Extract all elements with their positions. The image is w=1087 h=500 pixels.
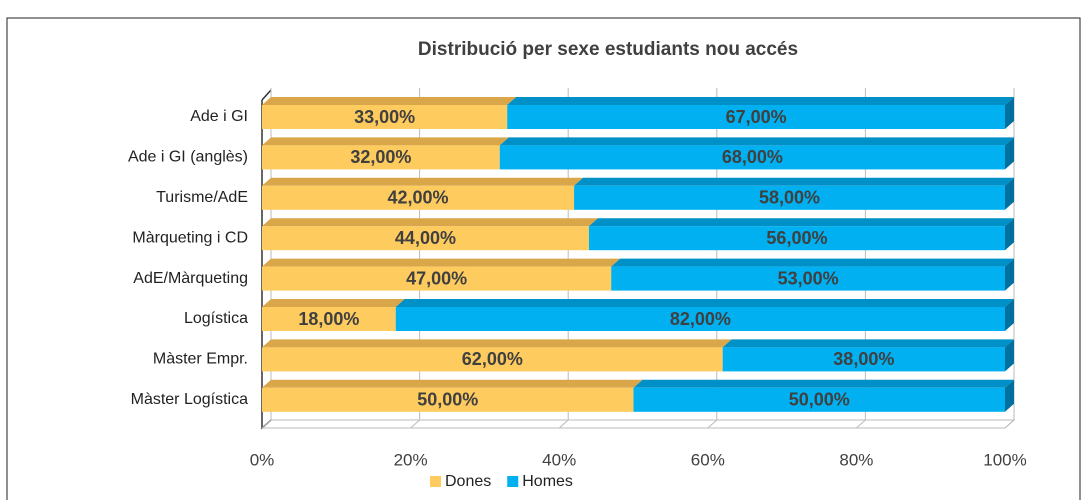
y-tick-label: Màster Logística xyxy=(131,391,248,408)
bar xyxy=(574,185,1005,210)
bar xyxy=(262,347,723,372)
y-tick-label: Logística xyxy=(184,310,248,327)
bar-side xyxy=(1005,258,1014,291)
bar-side xyxy=(1005,339,1014,372)
bar-side xyxy=(1005,218,1014,251)
bar-side xyxy=(1005,299,1014,331)
legend-label: Dones xyxy=(445,473,491,490)
legend-swatch xyxy=(507,476,519,487)
bar xyxy=(262,105,508,129)
x-tick-label: 0% xyxy=(250,450,275,469)
value-label: 32,00% xyxy=(350,147,411,167)
bar-top xyxy=(499,137,1014,146)
legend-label: Homes xyxy=(522,473,573,490)
bar xyxy=(262,226,589,251)
x-tick-label: 60% xyxy=(691,450,725,469)
value-label: 33,00% xyxy=(354,107,415,127)
bar xyxy=(262,266,612,291)
bar-top xyxy=(262,339,732,348)
bar-top xyxy=(588,218,1014,227)
y-tick-label: Màrqueting i CD xyxy=(132,229,248,246)
x-tick-label: 40% xyxy=(542,450,576,469)
bar-top xyxy=(395,299,1014,307)
bar-top xyxy=(262,258,621,267)
bar-top xyxy=(262,379,643,388)
value-label: 53,00% xyxy=(778,268,839,288)
value-label: 56,00% xyxy=(766,228,827,248)
y-tick-label: Turisme/AdE xyxy=(156,189,248,206)
bar xyxy=(262,307,396,331)
bar-top xyxy=(262,177,584,186)
bar xyxy=(633,387,1005,412)
bar-side xyxy=(1005,177,1014,210)
bar-top xyxy=(262,299,405,307)
bar-top xyxy=(722,339,1014,348)
bar-top xyxy=(262,97,517,105)
value-label: 62,00% xyxy=(462,349,523,369)
value-label: 82,00% xyxy=(670,309,731,329)
value-label: 58,00% xyxy=(759,188,820,208)
bar-top xyxy=(262,218,598,227)
value-label: 50,00% xyxy=(789,390,850,410)
bar xyxy=(499,145,1005,170)
value-label: 38,00% xyxy=(833,349,894,369)
value-label: 42,00% xyxy=(387,188,448,208)
chart-title: Distribució per sexe estudiants nou accé… xyxy=(418,39,798,60)
y-tick-label: AdE/Màrqueting xyxy=(133,270,248,287)
bar-side xyxy=(1005,137,1014,170)
bar-top xyxy=(507,97,1014,105)
y-tick-label: Ade i GI xyxy=(190,108,248,125)
bar xyxy=(395,307,1005,331)
value-label: 67,00% xyxy=(726,107,787,127)
bar xyxy=(262,185,575,210)
bar xyxy=(588,226,1005,251)
bar-top xyxy=(611,258,1014,267)
bar xyxy=(722,347,1005,372)
value-label: 18,00% xyxy=(298,309,359,329)
bar xyxy=(611,266,1005,291)
x-tick-label: 80% xyxy=(839,450,873,469)
bar xyxy=(262,387,634,412)
bar-side xyxy=(1005,97,1014,129)
bar xyxy=(262,145,500,170)
x-tick-label: 100% xyxy=(983,450,1026,469)
value-label: 47,00% xyxy=(406,268,467,288)
bar-top xyxy=(633,379,1014,388)
value-label: 68,00% xyxy=(722,147,783,167)
bar-top xyxy=(574,177,1014,186)
x-tick-label: 20% xyxy=(394,450,428,469)
value-label: 50,00% xyxy=(417,390,478,410)
y-tick-label: Màster Empr. xyxy=(153,351,248,368)
value-label: 44,00% xyxy=(395,228,456,248)
y-tick-label: Ade i GI (anglès) xyxy=(128,149,248,166)
bar xyxy=(507,105,1005,129)
bar-top xyxy=(262,137,509,146)
legend-swatch xyxy=(430,476,441,487)
bar-side xyxy=(1005,379,1014,412)
